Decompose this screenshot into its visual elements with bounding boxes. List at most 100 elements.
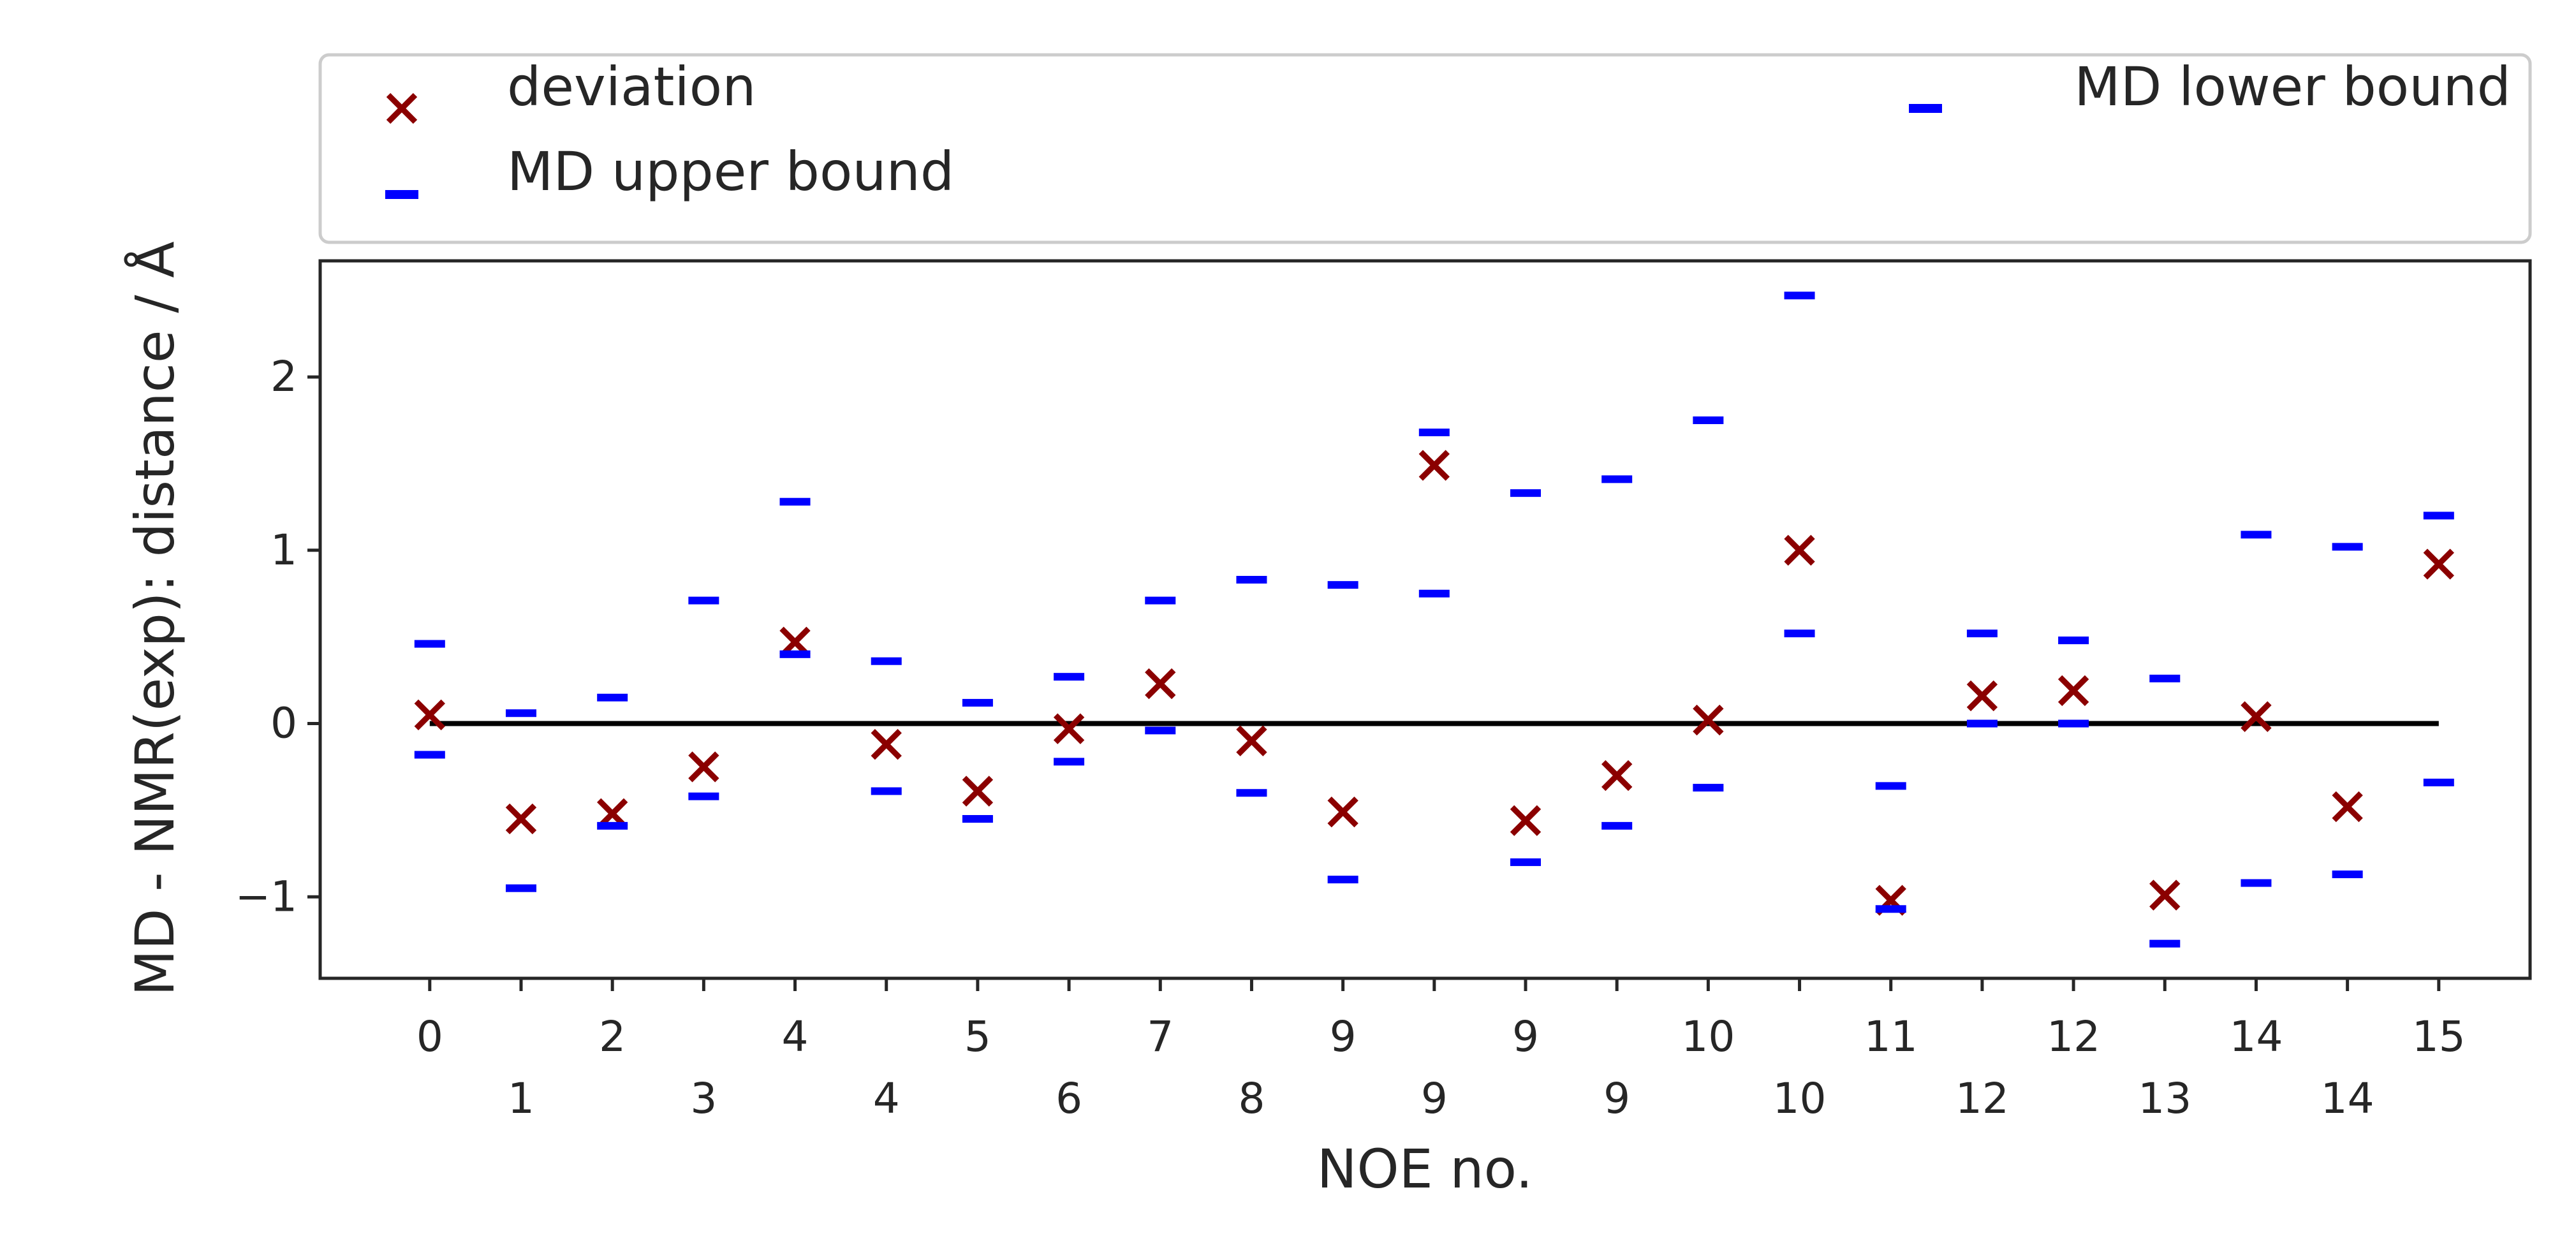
- point-md-upper-bound-5: [871, 657, 902, 665]
- point-md-lower-bound-1: [506, 884, 536, 892]
- point-md-lower-bound-9: [1236, 789, 1267, 797]
- legend-marker-md-lower-bound: [1909, 104, 1942, 113]
- point-md-upper-bound-15: [1784, 291, 1815, 300]
- point-deviation-1: [505, 803, 537, 835]
- point-md-upper-bound-22: [2423, 511, 2454, 520]
- y-tick-label-1: 0: [270, 699, 297, 748]
- legend-entry-md-upper-bound: MD upper bound: [385, 140, 954, 203]
- point-deviation-5-stroke-b: [871, 728, 902, 760]
- point-deviation-11: [1418, 450, 1450, 481]
- series-deviation: [414, 450, 2455, 916]
- point-deviation-9: [1236, 725, 1267, 756]
- x-tick-label-13: 9: [1603, 1074, 1630, 1123]
- point-md-upper-bound-9: [1236, 576, 1267, 584]
- legend-marker-md-upper-bound: [385, 190, 418, 199]
- point-deviation-22-stroke-b: [2423, 548, 2455, 580]
- point-md-upper-bound-3: [688, 596, 719, 605]
- x-tick-label-14: 10: [1681, 1012, 1735, 1061]
- x-tick-label-10: 9: [1330, 1012, 1357, 1061]
- point-deviation-18-stroke-b: [2057, 675, 2089, 707]
- point-deviation-6: [962, 776, 994, 807]
- point-md-lower-bound-4: [779, 650, 811, 658]
- point-deviation-11-stroke-b: [1418, 450, 1450, 481]
- y-tick-label-2: 1: [270, 526, 297, 575]
- y-axis: −1 0 1 2: [235, 352, 320, 921]
- point-deviation-8: [1145, 668, 1176, 700]
- point-md-upper-bound-21: [2332, 543, 2363, 551]
- point-deviation-15-stroke-b: [1784, 534, 1815, 566]
- point-deviation-0-stroke-b: [414, 699, 446, 731]
- x-tick-label-15: 10: [1773, 1074, 1827, 1123]
- data-marks: [414, 291, 2455, 948]
- point-md-upper-bound-12: [1510, 489, 1541, 497]
- point-deviation-20-stroke-b: [2241, 701, 2272, 732]
- legend-x-marker-stroke-b: [386, 92, 418, 124]
- x-tick-label-12: 9: [1512, 1012, 1539, 1061]
- point-deviation-9-stroke-b: [1236, 725, 1267, 756]
- point-md-upper-bound-19: [2149, 674, 2181, 682]
- point-deviation-3: [688, 751, 719, 783]
- point-md-upper-bound-11: [1418, 429, 1450, 437]
- legend-x-marker: [386, 92, 418, 124]
- legend-label-deviation: deviation: [507, 55, 756, 118]
- point-deviation-13-stroke-b: [1601, 760, 1633, 791]
- point-md-lower-bound-5: [871, 787, 902, 795]
- point-md-upper-bound-14: [1693, 416, 1724, 424]
- series-md-lower-bound: [414, 589, 2454, 948]
- x-tick-label-3: 3: [690, 1074, 717, 1123]
- point-deviation-15: [1784, 534, 1815, 566]
- x-tick-label-5: 4: [873, 1074, 900, 1123]
- x-tick-label-20: 14: [2229, 1012, 2283, 1061]
- point-md-lower-bound-11: [1418, 589, 1450, 598]
- point-md-lower-bound-18: [2058, 719, 2089, 728]
- point-md-upper-bound-0: [414, 640, 445, 648]
- legend-marker-deviation: [386, 92, 418, 124]
- point-md-lower-bound-20: [2241, 879, 2272, 887]
- point-md-lower-bound-8: [1145, 726, 1176, 735]
- x-tick-label-19: 13: [2138, 1074, 2191, 1123]
- point-md-lower-bound-7: [1054, 758, 1085, 766]
- point-deviation-19-stroke-b: [2149, 879, 2181, 911]
- x-tick-label-1: 1: [508, 1074, 534, 1123]
- point-md-lower-bound-10: [1327, 876, 1358, 884]
- legend-frame: [318, 53, 2532, 244]
- point-deviation-8-stroke-b: [1145, 668, 1176, 700]
- x-tick-label-7: 6: [1056, 1074, 1082, 1123]
- point-md-lower-bound-21: [2332, 870, 2363, 878]
- point-deviation-12-stroke-b: [1510, 805, 1542, 836]
- point-deviation-7: [1053, 713, 1085, 744]
- x-tick-label-2: 2: [599, 1012, 626, 1061]
- point-deviation-10-stroke-b: [1327, 796, 1358, 828]
- point-deviation-12: [1510, 805, 1542, 836]
- x-tick-label-0: 0: [416, 1012, 443, 1061]
- legend-entry-deviation: deviation: [386, 55, 756, 124]
- point-deviation-21: [2332, 791, 2363, 823]
- point-deviation-13: [1601, 760, 1633, 791]
- point-deviation-14: [1693, 704, 1724, 736]
- point-md-lower-bound-2: [597, 821, 628, 830]
- point-md-upper-bound-7: [1054, 673, 1085, 681]
- point-md-upper-bound-10: [1327, 581, 1358, 589]
- x-tick-label-18: 12: [2047, 1012, 2100, 1061]
- point-md-upper-bound-18: [2058, 636, 2089, 645]
- point-md-upper-bound-1: [506, 709, 536, 717]
- point-deviation-3-stroke-b: [688, 751, 719, 783]
- x-tick-label-11: 9: [1421, 1074, 1448, 1123]
- point-md-lower-bound-0: [414, 751, 445, 759]
- x-axis-label: NOE no.: [1317, 1138, 1533, 1200]
- legend-entry-md-lower-bound: MD lower bound: [1909, 55, 2511, 118]
- point-md-upper-bound-4: [779, 497, 811, 506]
- point-md-lower-bound-3: [688, 792, 719, 800]
- x-tick-label-16: 11: [1864, 1012, 1918, 1061]
- series-md-upper-bound: [414, 291, 2454, 790]
- legend-label-md-lower-bound: MD lower bound: [2074, 55, 2511, 118]
- point-md-lower-bound-6: [962, 815, 993, 823]
- point-deviation-22: [2423, 548, 2455, 580]
- point-md-upper-bound-2: [597, 693, 628, 702]
- point-deviation-18: [2057, 675, 2089, 707]
- plot-frame: [318, 259, 2532, 980]
- point-deviation-14-stroke-b: [1693, 704, 1724, 736]
- x-tick-label-22: 15: [2412, 1012, 2466, 1061]
- point-deviation-17-stroke-b: [1966, 680, 1998, 712]
